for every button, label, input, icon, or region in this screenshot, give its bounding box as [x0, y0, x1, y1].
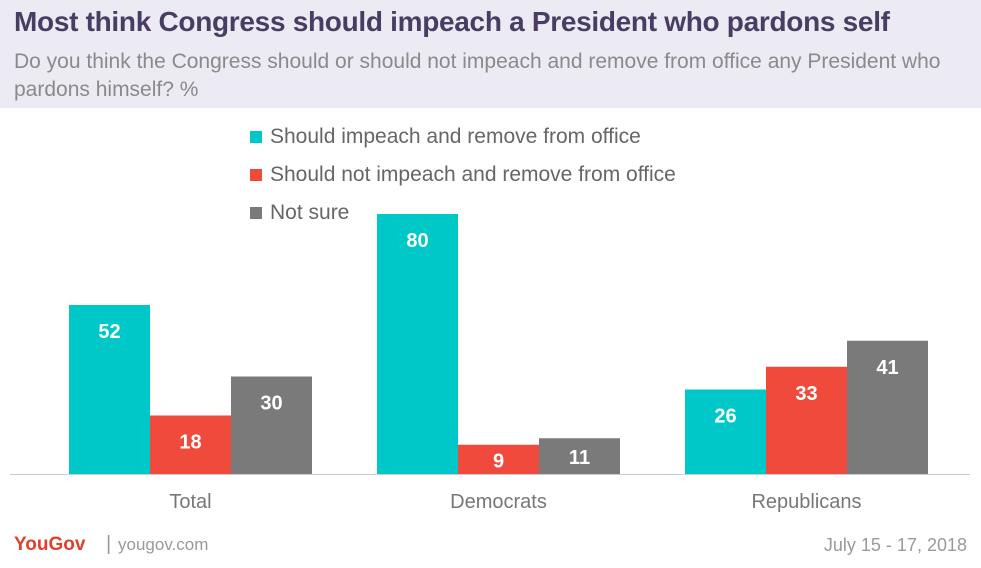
yougov-logo: YouGov: [14, 534, 86, 555]
bar-total-not-sure: [231, 376, 312, 474]
legend-item-not-sure: Not sure: [250, 194, 676, 232]
bar-republicans-should-not-impeach-and-remove-from-office: [766, 366, 847, 474]
legend-swatch-not-impeach: [250, 169, 262, 181]
data-label-republicans-not-sure: 41: [876, 357, 898, 379]
data-label-democrats-should-not-impeach-and-remove-from-office: 9: [493, 450, 504, 472]
data-label-republicans-should-not-impeach-and-remove-from-office: 33: [795, 383, 817, 405]
x-tick-democrats: Democrats: [450, 491, 547, 513]
data-label-democrats-not-sure: 11: [569, 447, 590, 469]
x-tick-total: Total: [169, 491, 211, 513]
legend-item-not-impeach: Should not impeach and remove from offic…: [250, 156, 676, 194]
legend-item-impeach: Should impeach and remove from office: [250, 118, 676, 156]
data-label-total-should-impeach-and-remove-from-office: 52: [98, 321, 120, 343]
legend-label-not-impeach: Should not impeach and remove from offic…: [270, 163, 676, 186]
legend-swatch-not-sure: [250, 207, 262, 219]
bar-total-should-not-impeach-and-remove-from-office: [150, 415, 231, 474]
footer-url[interactable]: yougov.com: [118, 535, 209, 554]
footer-separator: |: [106, 533, 112, 555]
x-tick-republicans: Republicans: [751, 491, 861, 513]
chart-header: Most think Congress should impeach a Pre…: [0, 0, 981, 108]
legend: Should impeach and remove from office Sh…: [250, 118, 676, 232]
data-label-republicans-should-impeach-and-remove-from-office: 26: [714, 406, 736, 428]
bar-total-should-impeach-and-remove-from-office: [69, 305, 150, 474]
bar-democrats-should-not-impeach-and-remove-from-office: [458, 444, 539, 474]
data-label-total-should-not-impeach-and-remove-from-office: 18: [179, 432, 201, 454]
legend-label-impeach: Should impeach and remove from office: [270, 125, 641, 148]
bar-democrats-should-impeach-and-remove-from-office: [377, 214, 458, 474]
bar-democrats-not-sure: [539, 438, 620, 474]
data-label-democrats-should-impeach-and-remove-from-office: 80: [406, 230, 428, 252]
chart-title: Most think Congress should impeach a Pre…: [14, 6, 890, 37]
legend-label-not-sure: Not sure: [270, 201, 350, 224]
footer-date: July 15 - 17, 2018: [823, 535, 967, 555]
bar-republicans-should-impeach-and-remove-from-office: [685, 389, 766, 474]
chart-subtitle: Do you think the Congress should or shou…: [14, 50, 941, 101]
legend-swatch-impeach: [250, 131, 262, 143]
bar-republicans-not-sure: [847, 340, 928, 474]
data-label-total-not-sure: 30: [260, 393, 282, 415]
